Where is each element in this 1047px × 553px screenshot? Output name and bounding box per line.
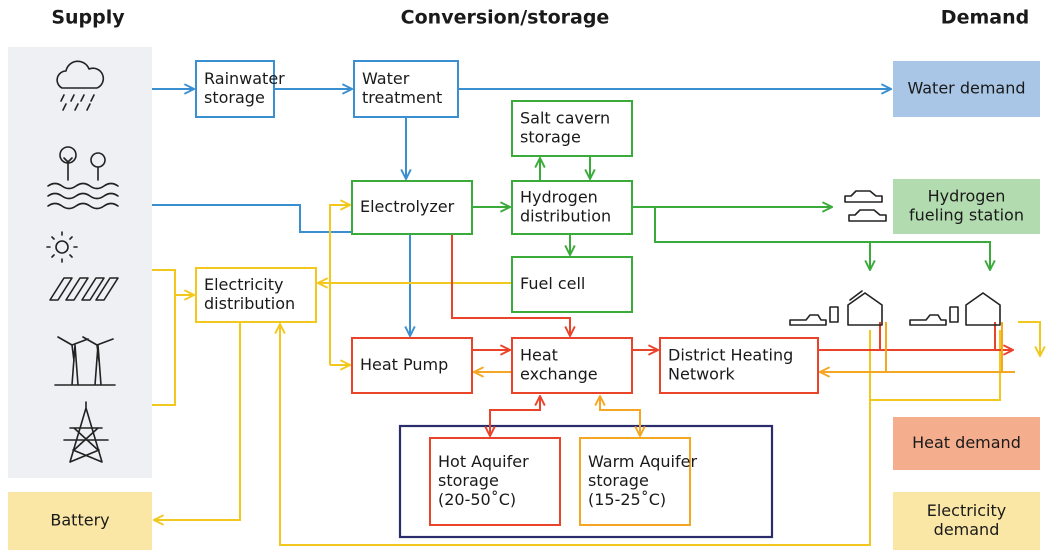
node-label: Salt cavern [520,109,610,128]
node-label: Rainwater [204,69,285,88]
node-label: distribution [520,207,611,226]
node-label: (20-50˚C) [438,490,516,509]
node-label: exchange [520,365,598,384]
node-label: Warm Aquifer [588,452,697,471]
node-box [511,180,633,235]
node-box [579,437,691,526]
node-label: Hydrogen [520,188,598,207]
node-label: Battery [50,511,109,530]
node-label: storage [588,471,649,490]
header: Demand [941,7,1029,29]
node-box [659,337,819,394]
node-box [511,256,633,313]
node-label: fueling station [909,206,1024,225]
node-label: Network [668,365,736,384]
node-label: storage [438,471,499,490]
node-label: Electrolyzer [360,197,455,216]
node-box [195,267,317,323]
icons [46,60,1001,463]
flows [152,89,1040,546]
node-label: Electricity [204,275,283,294]
node-label: storage [204,88,265,107]
node-label: Heat [520,346,558,365]
node-box [893,417,1040,470]
node-label: Heat Pump [360,355,448,374]
node-label: Electricity [927,501,1006,520]
node-label: Hydrogen [928,187,1006,206]
header: Supply [51,7,125,29]
node-box [429,437,561,526]
node-label: Heat demand [912,433,1021,452]
node-box [511,337,633,394]
node-box [8,492,152,550]
node-label: treatment [362,88,442,107]
node-box [893,179,1040,234]
node-label: Water [362,69,410,88]
node-label: demand [934,520,1000,539]
node-box [353,60,459,118]
node-label: Water demand [907,79,1025,98]
supply-panel [8,47,152,478]
node-box [893,61,1040,117]
node-label: District Heating [668,346,793,365]
node-box [511,100,633,157]
node-label: distribution [204,294,295,313]
header: Conversion/storage [401,7,610,29]
node-label: Fuel cell [520,274,585,293]
aquifer-group [398,424,774,539]
node-label: Hot Aquifer [438,452,529,471]
node-box [195,60,275,118]
node-label: (15-25˚C) [588,490,666,509]
node-box [351,337,473,394]
node-label: storage [520,128,581,147]
node-box [893,492,1040,550]
node-box [351,180,473,235]
